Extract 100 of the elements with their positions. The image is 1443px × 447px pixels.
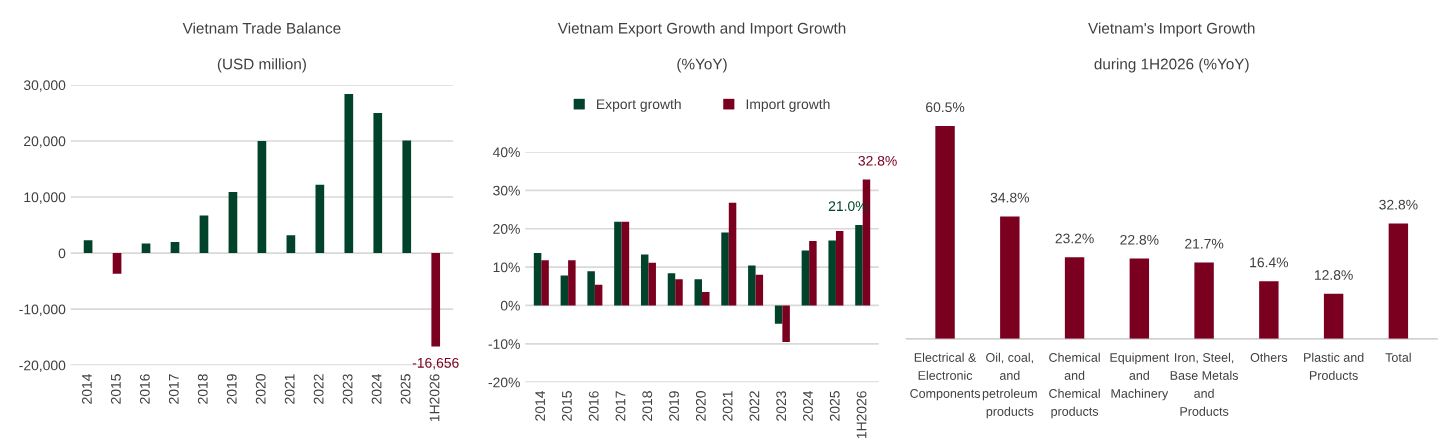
x-tick-label: 2014 [535,390,546,421]
bar [728,202,737,306]
x-tick-label: Oil, coal, and petroleum products [982,352,1037,419]
chart-title: Vietnam Export Growth and Import Growth [557,22,846,37]
x-tick-label: 2019 [226,374,237,404]
x-tick-label: 2023 [342,374,353,404]
bar [315,184,325,254]
x-tick-label: Iron, Steel, Base Metals and Products [1170,352,1239,416]
bar [828,240,836,306]
bar [594,284,603,306]
x-tick-label: 1H2026 [856,391,867,439]
bar [748,265,756,306]
x-tick-label: 2016 [139,374,150,404]
bar [1259,281,1279,339]
x-tick-label: 2024 [371,373,382,404]
data-label: 22.8% [1120,234,1159,245]
x-tick-label: 2025 [829,391,840,421]
bar [533,252,542,306]
y-tick-label: -10% [488,339,520,349]
bar [199,215,209,254]
x-tick-label: 2016 [588,391,599,421]
y-tick-label: 30% [493,185,520,196]
y-tick-label: 40% [492,147,520,158]
y-tick-label: -20% [488,377,520,388]
x-tick-label: 2022 [749,391,760,421]
bar [541,260,549,306]
x-tick-label: 2014 [81,373,92,404]
bar [568,260,576,306]
y-tick-label: -20,000 [19,360,66,373]
data-label: 32.8% [858,155,897,166]
bar [431,253,441,347]
x-tick-label: 2024 [803,390,813,421]
x-tick-label: Total [1385,352,1411,362]
x-tick-label: 2019 [669,391,679,421]
x-tick-label: 2022 [313,374,324,404]
x-tick-label: 2018 [197,374,208,404]
data-label: 16.4% [1250,257,1289,268]
y-tick-label: 0% [500,300,520,311]
bar [667,273,676,306]
bar [587,271,595,306]
legend-label: Export growth [597,98,681,112]
x-tick-label: 2017 [615,391,626,421]
bar [344,93,354,254]
bar [648,262,656,306]
x-tick-label: 2020 [255,374,266,404]
bar [935,125,955,339]
chart-subtitle: (%YoY) [677,58,727,73]
x-tick-label: 1H2026 [429,374,440,422]
bar [675,279,683,306]
x-tick-label: 2023 [776,391,787,421]
bar [1388,223,1409,339]
x-tick-label: Others [1250,352,1288,362]
x-tick-label: 2020 [695,391,706,421]
bar [1194,262,1214,339]
bar [1129,258,1150,339]
y-tick-label: 20% [493,224,520,234]
bar [286,235,296,254]
x-tick-label: Electrical & Electronic Components [910,352,981,401]
y-tick-label: 10% [493,262,520,273]
bar [228,191,238,254]
y-tick-label: 0 [58,248,66,259]
legend-label: Import growth [746,98,830,112]
chart-subtitle: during 1H2026 (%YoY) [1094,58,1249,73]
bar [721,232,729,306]
data-label: 32.8% [1379,199,1418,210]
chart-subtitle: (USD million) [217,58,306,73]
bar [1000,216,1020,339]
bar [835,231,844,306]
bar [402,140,412,254]
data-label: 60.5% [926,102,965,113]
x-tick-label: Plastic and Products [1304,352,1364,380]
x-tick-label: Chemical and Chemical products [1049,352,1100,419]
x-tick-label: 2021 [722,391,733,421]
data-label: 23.2% [1055,233,1094,244]
x-tick-label: 2015 [110,374,121,404]
bar [809,240,817,306]
bar [801,250,810,306]
x-tick-label: 2017 [168,374,179,404]
bar [373,112,383,254]
bar [83,240,93,254]
x-tick-label: 2021 [284,374,295,404]
bar [621,221,630,306]
data-label: -16,656 [412,357,459,370]
x-tick-label: 2025 [400,374,411,404]
y-tick-label: 20,000 [24,136,66,148]
x-tick-label: 2015 [562,391,572,421]
data-label: 21.7% [1185,238,1224,249]
bar [640,254,649,306]
bar [755,274,764,306]
data-label: 12.8% [1314,270,1353,280]
bar [782,305,790,342]
bar [614,221,622,306]
x-tick-label: Equipment and Machinery [1110,352,1170,401]
chart-title: Vietnam's Import Growth [1088,22,1255,37]
bar [694,279,703,306]
data-label: 34.8% [990,192,1030,203]
bar [702,292,710,306]
chart-title: Vietnam Trade Balance [182,22,341,34]
y-tick-label: -10,000 [19,304,66,316]
bar [855,224,863,306]
